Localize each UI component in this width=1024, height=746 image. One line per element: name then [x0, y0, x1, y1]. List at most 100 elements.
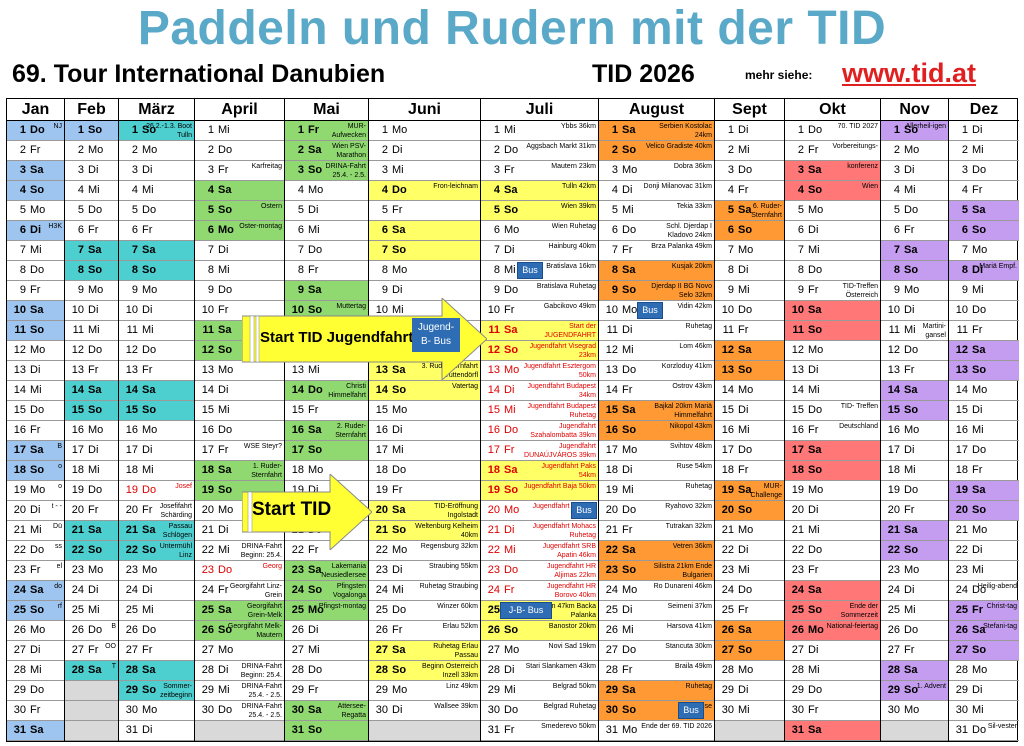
weekday: Do [622, 504, 637, 516]
day-cell: 7 Sa [119, 241, 194, 261]
day-note: NJ [53, 123, 62, 130]
day-cell: 1 Mi [195, 121, 284, 141]
weekday: Fr [904, 504, 915, 516]
weekday: Di [142, 444, 153, 456]
weekday: So [972, 364, 987, 376]
day-number: 16 [791, 424, 804, 436]
day-cell: 29 Mi Belgrad 50km [481, 681, 598, 701]
day-note: Sommer-zeitbeginn [160, 683, 192, 699]
day-number: 7 [727, 244, 734, 256]
weekday: Mo [738, 384, 754, 396]
day-number: 10 [887, 304, 900, 316]
day-number: 12 [887, 344, 900, 356]
weekday: Fr [30, 564, 41, 576]
day-number: 20 [13, 504, 26, 516]
day-number: 26 [375, 624, 388, 636]
day-cell: 30 Di Wallsee 39km [369, 701, 480, 721]
day-cell: 6 Di [785, 221, 880, 241]
weekday: Sa [738, 344, 752, 356]
month-column-5: Juni 1 Mo 2 Di 3 Mi 4 Do Fron-leichnam 5 Fr 6 Sa 7 So 8 M… [369, 99, 481, 741]
website-link[interactable]: www.tid.at [842, 58, 976, 88]
weekday: Mi [904, 464, 916, 476]
day-number: 11 [488, 324, 500, 336]
day-number: 24 [201, 584, 214, 596]
month-column-10: Nov 1 So Allerheil-igen 2 Mo 3 Di 4 Mi 5 Do 6 Fr 7 Sa 8 S… [881, 99, 949, 741]
weekday: Mo [622, 584, 638, 596]
day-note: B [57, 443, 62, 450]
day-note: el [56, 563, 62, 570]
day-cell: 7 Do [285, 241, 368, 261]
weekday: Mo [218, 364, 234, 376]
day-note: Allerheil-igen [905, 123, 946, 130]
day-number: 18 [955, 464, 968, 476]
day-cell: 28 Do [285, 661, 368, 681]
day-cell: 24 Sa [785, 581, 880, 601]
day-number: 19 [201, 484, 214, 496]
day-cell: 24 Di [881, 581, 948, 601]
day-number: 25 [955, 604, 968, 616]
day-number: 4 [727, 184, 734, 196]
day-cell: 28 Sa [881, 661, 948, 681]
day-cell: 28 Mi [7, 661, 64, 681]
day-number: 12 [71, 344, 84, 356]
day-cell: 1 So 26.2.-1.3. Boot Tulln [119, 121, 194, 141]
day-cell: 14 Sa [881, 381, 948, 401]
day-number: 19 [13, 484, 26, 496]
weekday: Fr [904, 224, 915, 236]
weekday: Fr [808, 704, 819, 716]
weekday: Di [904, 584, 915, 596]
day-cell: 4 So [7, 181, 64, 201]
weekday: Mo [142, 424, 158, 436]
day-cell: 15 Do TID- Treffen [785, 401, 880, 421]
day-cell: 20 Fr Josefifahrt Schärding [119, 501, 194, 521]
weekday: Di [308, 624, 319, 636]
day-cell: 4 Mi [65, 181, 118, 201]
weekday: Fr [504, 584, 515, 596]
day-number: 26 [13, 624, 26, 636]
day-number: 10 [71, 304, 84, 316]
day-cell: 28 So Beginn Österreich Inzell 33km [369, 661, 480, 681]
day-note: DRINA-Fahrt Beginn: 25.4. [240, 543, 282, 559]
day-cell: 31 Sa [7, 721, 64, 741]
day-number: 2 [19, 144, 26, 156]
day-note: Linz 49km [446, 683, 478, 690]
day-cell: 16 Do Jugendfahrt Szahalombatta 39km [481, 421, 598, 441]
day-number: 22 [955, 544, 968, 556]
day-note: Silistra 21km Ende Bulgarien [653, 563, 712, 579]
day-cell: 11 Sa Start der JUGENDFAHRT Komarno 56km [481, 321, 598, 341]
weekday: Mi [392, 164, 404, 176]
day-number: 25 [887, 604, 900, 616]
day-cell: 6 So [715, 221, 784, 241]
weekday: Do [972, 164, 987, 176]
day-number: 17 [71, 444, 84, 456]
weekday: Mi [30, 384, 42, 396]
day-number: 28 [721, 664, 734, 676]
day-number: 2 [77, 144, 84, 156]
weekday: Fr [504, 304, 515, 316]
day-number: 10 [487, 304, 500, 316]
weekday: Fr [308, 124, 319, 136]
day-cell: 8 Mi [195, 261, 284, 281]
day-cell: 19 Sa [949, 481, 1019, 501]
day-number: 13 [605, 364, 618, 376]
day-cell: 1 Do 70. TID 2027 [785, 121, 880, 141]
day-number: 27 [791, 644, 804, 656]
day-cell: 26 So Georgifahrt Melk-Mautern [195, 621, 284, 641]
day-note: Jugendfahrt SRB Apatin 46km [542, 543, 596, 559]
day-number: 14 [721, 384, 734, 396]
weekday: So [30, 604, 45, 616]
day-number: 9 [297, 284, 304, 296]
weekday: Di [904, 164, 915, 176]
day-cell: 19 Mo o [7, 481, 64, 501]
weekday: Mo [142, 284, 158, 296]
day-cell: 2 Fr Vorbereitungs- [785, 141, 880, 161]
day-number: 28 [887, 664, 900, 676]
weekday: Fr [88, 224, 99, 236]
weekday: Do [808, 264, 823, 276]
weekday: Do [392, 604, 407, 616]
day-cell: 3 Do [715, 161, 784, 181]
day-cell: 10 Do [949, 301, 1019, 321]
day-number: 17 [721, 444, 734, 456]
day-number: 21 [605, 524, 618, 536]
day-note: Ruhetag [685, 323, 712, 330]
